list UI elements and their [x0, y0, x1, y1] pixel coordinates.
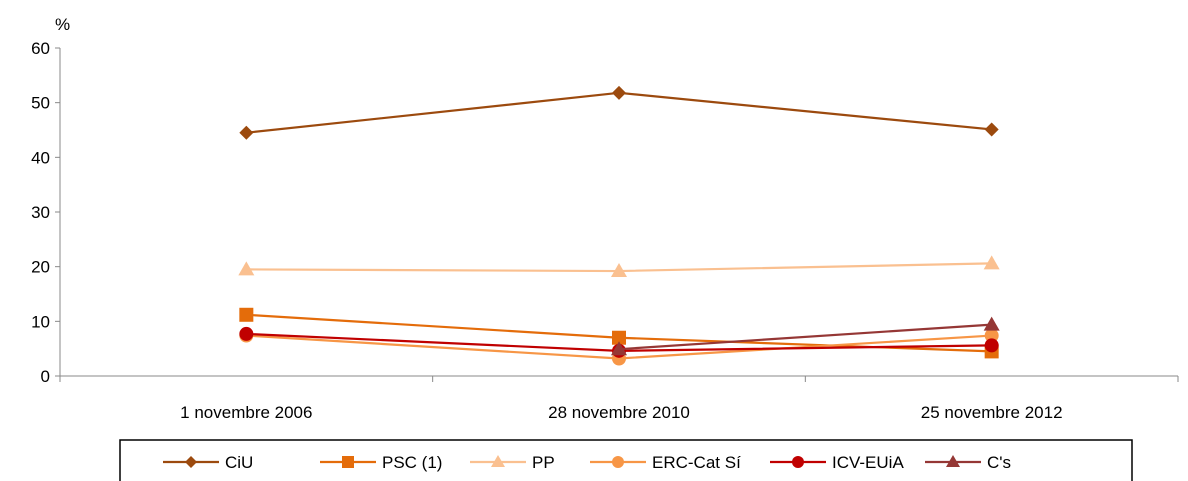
series-c-s	[611, 316, 1000, 356]
y-tick-label: 0	[41, 367, 50, 386]
data-point	[984, 338, 999, 353]
data-point	[983, 316, 1000, 331]
data-point	[611, 263, 627, 278]
y-tick-label: 10	[31, 312, 50, 331]
data-point	[239, 307, 254, 322]
data-point	[612, 85, 626, 100]
legend-label: PSC (1)	[382, 453, 442, 472]
legend-item: C's	[925, 453, 1011, 472]
series-line	[618, 323, 992, 351]
y-tick-label: 40	[31, 148, 50, 167]
legend-label: PP	[532, 453, 555, 472]
legend-item: ERC-Cat Sí	[590, 453, 741, 472]
legend-label: C's	[987, 453, 1011, 472]
chart-axes: 0 10 20 30 40 50 60% 1 novembre 2006 28 novembre…	[31, 15, 1179, 422]
data-point	[984, 328, 999, 343]
y-axis-label: %	[55, 15, 70, 34]
data-point	[946, 455, 960, 467]
legend-item: ICV-EUiA	[770, 453, 904, 472]
data-point	[491, 455, 505, 467]
legend: CiU PSC (1) PP ERC-Cat Sí ICV-EUiA C's	[119, 439, 1133, 481]
data-point	[983, 255, 1000, 270]
legend-item: PP	[470, 453, 555, 472]
x-tick-label: 25 novembre 2012	[921, 403, 1063, 422]
data-point	[239, 326, 254, 341]
y-tick-label: 60	[31, 39, 50, 58]
data-point	[238, 261, 255, 276]
series-pp	[238, 255, 1000, 278]
y-tick-label: 20	[31, 258, 50, 277]
y-tick-label: 30	[31, 203, 50, 222]
x-tick-label: 28 novembre 2010	[548, 403, 690, 422]
data-point	[611, 341, 627, 356]
data-point	[792, 456, 804, 468]
x-tick-label: 1 novembre 2006	[180, 403, 312, 422]
data-point	[984, 122, 999, 137]
legend-item: PSC (1)	[320, 453, 442, 472]
y-tick-label: 50	[31, 94, 50, 113]
data-point	[342, 456, 354, 468]
legend-item: CiU	[163, 453, 253, 472]
series-lines	[238, 85, 1000, 366]
legend-label: ICV-EUiA	[832, 453, 904, 472]
data-point	[612, 456, 624, 468]
legend-label: CiU	[225, 453, 253, 472]
legend-label: ERC-Cat Sí	[652, 453, 741, 472]
data-point	[612, 330, 626, 345]
data-point	[185, 456, 197, 468]
legend-box	[119, 439, 1133, 481]
series-ciu	[239, 85, 999, 140]
data-point	[239, 125, 254, 140]
